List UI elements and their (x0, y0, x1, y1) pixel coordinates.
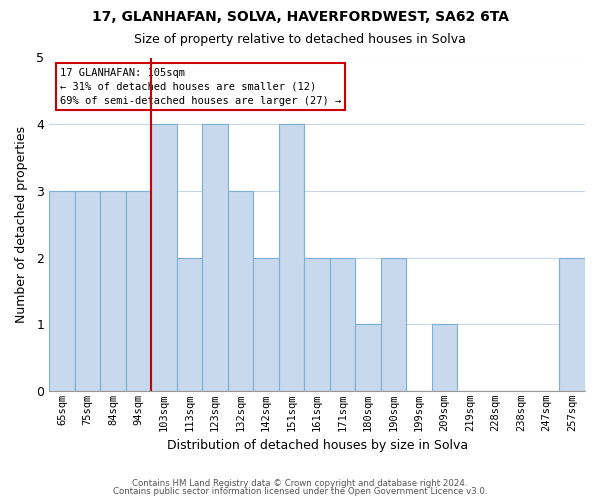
Bar (279, 124, 304, 391)
Text: Size of property relative to detached houses in Solva: Size of property relative to detached ho… (134, 32, 466, 46)
Text: Contains HM Land Registry data © Crown copyright and database right 2024.: Contains HM Land Registry data © Crown c… (132, 478, 468, 488)
Bar (253, 258, 279, 391)
Bar (49, 191, 75, 391)
Bar (100, 191, 126, 391)
Bar (330, 258, 355, 391)
Bar (355, 324, 381, 391)
Bar (75, 191, 100, 391)
Bar (381, 258, 406, 391)
Bar (432, 324, 457, 391)
Text: 17 GLANHAFAN: 105sqm
← 31% of detached houses are smaller (12)
69% of semi-detac: 17 GLANHAFAN: 105sqm ← 31% of detached h… (60, 68, 341, 106)
Bar (202, 124, 228, 391)
Bar (559, 258, 585, 391)
Text: Contains public sector information licensed under the Open Government Licence v3: Contains public sector information licen… (113, 487, 487, 496)
X-axis label: Distribution of detached houses by size in Solva: Distribution of detached houses by size … (167, 440, 467, 452)
Bar (304, 258, 330, 391)
Bar (126, 191, 151, 391)
Y-axis label: Number of detached properties: Number of detached properties (15, 126, 28, 322)
Bar (228, 191, 253, 391)
Bar (151, 124, 177, 391)
Bar (177, 258, 202, 391)
Text: 17, GLANHAFAN, SOLVA, HAVERFORDWEST, SA62 6TA: 17, GLANHAFAN, SOLVA, HAVERFORDWEST, SA6… (91, 10, 509, 24)
